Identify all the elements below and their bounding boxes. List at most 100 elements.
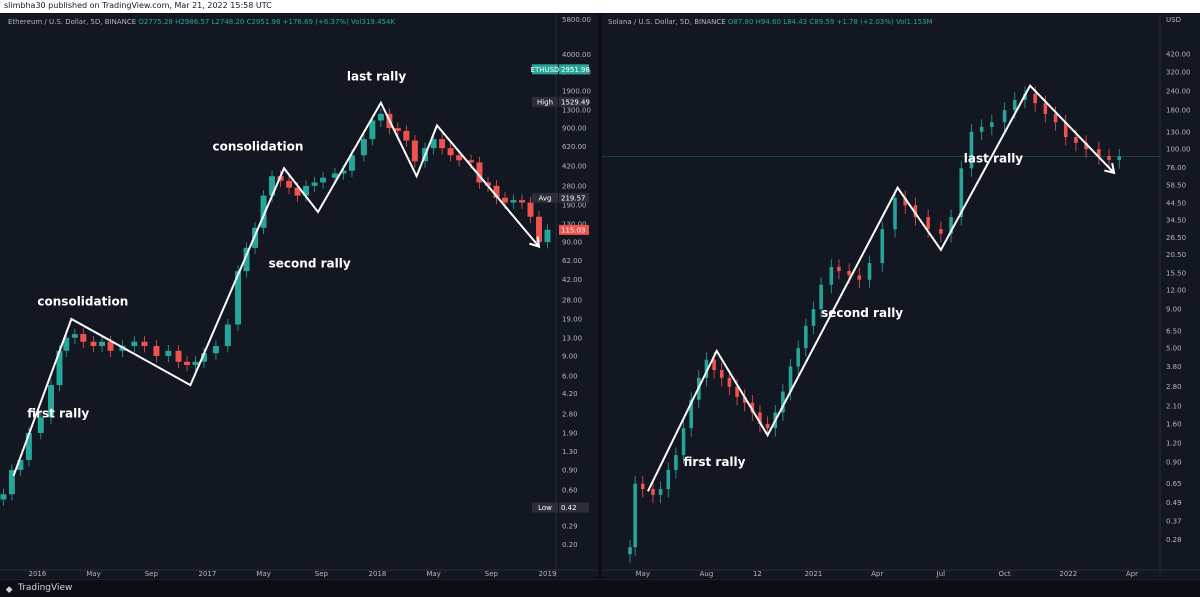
price-tick-label: 2.10 [1166, 402, 1182, 410]
time-tick-label: Sep [315, 570, 329, 578]
time-tick-label: Aug [700, 570, 714, 578]
candle-body [990, 122, 994, 127]
candle-body [17, 459, 24, 470]
candle-body [360, 139, 367, 156]
candle-body [63, 337, 70, 351]
candle-body [804, 325, 808, 349]
candle-body [1063, 122, 1068, 138]
solana-chart-panel[interactable]: Solana / U.S. Dollar, 5D, BINANCE O87.80… [602, 14, 1200, 578]
candle-body [377, 113, 384, 121]
price-tick-label: 100.00 [1166, 146, 1191, 154]
candle-body [939, 229, 943, 234]
candle-body [56, 350, 63, 386]
price-tag-name: ETHUSD [531, 66, 560, 74]
candle-body [527, 202, 534, 217]
candle-body [969, 131, 974, 169]
candle-body [857, 275, 862, 280]
price-tick-label: 58.50 [1166, 181, 1186, 189]
candle-body [1107, 156, 1111, 160]
candle-body [294, 187, 301, 196]
price-tick-label: 1.20 [1166, 439, 1182, 447]
solana-symbol-line: Solana / U.S. Dollar, 5D, BINANCE O87.80… [608, 18, 933, 26]
candle-body [394, 128, 401, 131]
time-tick-label: 2022 [1059, 570, 1077, 578]
candle-body [811, 309, 816, 326]
candle-body [1117, 156, 1122, 160]
price-axis-unit: 5800.00 [562, 16, 591, 24]
solana-chart-svg[interactable]: 420.00 320.00 240.00 180.00 130.00 100.00 76.0… [602, 14, 1200, 578]
candle-body [235, 271, 242, 325]
candle-body [926, 217, 930, 230]
price-tick-label: 76.00 [1166, 164, 1186, 172]
candle-body [1074, 137, 1078, 143]
candle-body [201, 353, 208, 362]
price-tick-label: 420.00 [562, 162, 587, 170]
candle-body [403, 130, 410, 141]
candle-body [750, 402, 755, 413]
time-tick-label: May [86, 570, 100, 578]
price-tag-value: 0.42 [561, 504, 577, 512]
candle-body [1033, 93, 1037, 104]
candle-body [320, 177, 327, 183]
price-tag-name-box [532, 64, 558, 75]
time-tick-label: Apr [871, 570, 883, 578]
time-tick-label: Sep [485, 570, 499, 578]
chart-annotation-label: consolidation [213, 140, 304, 154]
candle-body [735, 386, 739, 397]
candle-body [765, 423, 770, 429]
candle-body [175, 350, 182, 362]
candle-body [0, 494, 7, 500]
ethereum-chart-svg[interactable]: 4000.002800.001900.001300.00900.00620.00… [0, 14, 598, 578]
candle-body [286, 180, 293, 188]
price-tick-label: 0.20 [562, 541, 578, 549]
chart-annotation-label: first rally [684, 455, 746, 469]
price-tick-label: 1900.00 [562, 88, 591, 96]
price-tick-label: 12.00 [1166, 287, 1186, 295]
price-tick-label: 62.00 [562, 257, 582, 265]
candle-body [493, 185, 500, 198]
chart-annotation-label: last rally [964, 151, 1024, 165]
price-tick-label: 19.00 [562, 315, 582, 323]
chart-annotation-label: second rally [821, 306, 903, 320]
price-tag-name-box [532, 502, 558, 513]
candle-body [510, 200, 517, 203]
candle-body [640, 483, 645, 490]
candle-body [719, 370, 724, 378]
time-tick-label: May [426, 570, 440, 578]
price-tick-label: 240.00 [1166, 88, 1191, 96]
price-tick-label: 900.00 [562, 125, 587, 133]
candle-body [628, 547, 632, 555]
candle-body [788, 366, 793, 392]
trend-arrowhead [529, 236, 541, 249]
price-tick-label: 15.50 [1166, 270, 1186, 278]
candle-body [456, 155, 463, 161]
candle-body [1084, 142, 1088, 150]
tradingview-brand[interactable]: TradingView [18, 583, 73, 593]
candle-body [71, 334, 78, 338]
ethereum-ohlc: O2775.28 H2986.57 L2748.20 C2951.98 +176… [138, 18, 349, 26]
price-tick-label: 13.00 [562, 334, 582, 342]
candle-body [99, 341, 105, 347]
candle-body [658, 489, 663, 495]
candle-body [781, 391, 785, 413]
candle-body [758, 412, 762, 424]
candle-body [704, 359, 709, 378]
candle-body [80, 334, 87, 342]
chart-annotation-label: second rally [269, 256, 351, 270]
ethereum-chart-panel[interactable]: Ethereum / U.S. Dollar, 5D, BINANCE O277… [0, 14, 598, 578]
candle-body [153, 346, 160, 356]
price-tick-label: 6.50 [1166, 327, 1182, 335]
price-tick-label: 280.00 [562, 182, 587, 190]
price-tick-label: 320.00 [1166, 68, 1191, 76]
candle-body [192, 361, 199, 365]
candle-body [430, 139, 437, 149]
candle-body [37, 417, 44, 433]
candle-body [867, 263, 872, 280]
price-tick-label: 0.65 [1166, 480, 1182, 488]
price-tick-label: 0.90 [562, 466, 578, 474]
price-tag-value: 1529.49 [561, 98, 590, 106]
price-tick-label: 0.29 [562, 522, 578, 530]
candle-body [311, 182, 318, 186]
candle-body [90, 341, 97, 347]
solana-symbol-name: Solana / U.S. Dollar, 5D, BINANCE [608, 18, 726, 26]
